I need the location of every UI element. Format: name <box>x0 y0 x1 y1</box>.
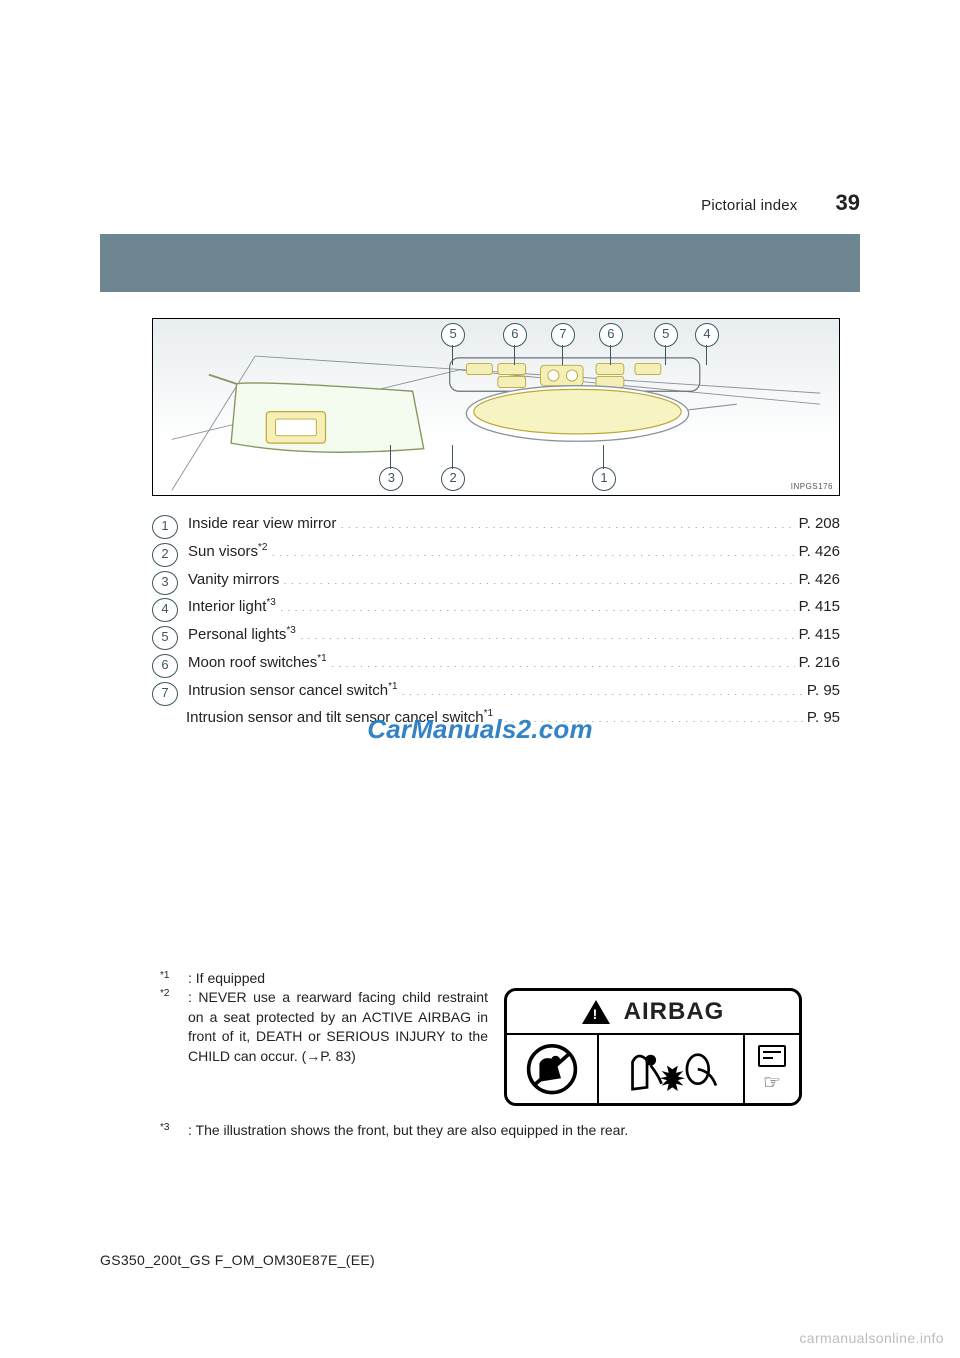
watermark-overlay: CarManuals2.com <box>367 714 593 745</box>
index-list: 1 Inside rear view mirror P. 208 2 Sun viso… <box>152 510 840 732</box>
index-page-ref: P. 95 <box>803 704 840 732</box>
page-number: 39 <box>836 190 860 216</box>
index-label: Moon roof switches*1 <box>188 649 327 677</box>
footnote-3-mark: *3 <box>160 1122 188 1138</box>
footnote-1-text: : If equipped <box>188 970 840 986</box>
index-page-ref: P. 95 <box>803 677 840 705</box>
ceiling-illustration: INPGS176 567654321 <box>152 318 840 496</box>
airbag-no-child-seat-icon <box>507 1035 599 1103</box>
index-page-ref: P. 426 <box>795 538 840 566</box>
index-label: Intrusion sensor cancel switch*1 <box>188 677 398 705</box>
footnotes: *1 : If equipped *2 : NEVER use a rearwa… <box>160 970 840 1140</box>
index-page-ref: P. 208 <box>795 510 840 538</box>
leader-dots <box>327 652 795 667</box>
page-header: Pictorial index 39 <box>0 190 960 216</box>
leader-dots <box>276 596 795 611</box>
site-watermark: carmanualsonline.info <box>799 1330 944 1346</box>
figure-code: INPGS176 <box>791 482 833 491</box>
leader-dots <box>336 513 794 528</box>
index-label: Inside rear view mirror <box>188 510 336 538</box>
index-row: 7 Intrusion sensor cancel switch*1 P. 95 <box>152 677 840 705</box>
index-row: 4 Interior light*3 P. 415 <box>152 593 840 621</box>
document-code: GS350_200t_GS F_OM_OM30E87E_(EE) <box>100 1252 375 1268</box>
airbag-deployment-icon <box>599 1035 743 1103</box>
leader-dots <box>279 569 794 584</box>
index-row: 2 Sun visors*2 P. 426 <box>152 538 840 566</box>
index-marker: 3 <box>152 571 178 595</box>
footnote-2-mark: *2 <box>160 988 188 1106</box>
callout-number: 6 <box>599 323 623 347</box>
index-page-ref: P. 426 <box>795 566 840 594</box>
manual-book-icon <box>758 1045 786 1067</box>
ceiling-svg <box>153 319 839 495</box>
index-label: Sun visors*2 <box>188 538 267 566</box>
footnote-3-text: : The illustration shows the front, but … <box>188 1122 840 1138</box>
index-marker: 2 <box>152 543 178 567</box>
callout-number: 1 <box>592 467 616 491</box>
pointing-hand-icon: ☞ <box>763 1073 781 1093</box>
airbag-label-text: AIRBAG <box>624 998 725 1026</box>
leader-dots <box>267 541 794 556</box>
callout-number: 6 <box>503 323 527 347</box>
callout-number: 2 <box>441 467 465 491</box>
index-label: Interior light*3 <box>188 593 276 621</box>
index-label: Personal lights*3 <box>188 621 296 649</box>
index-marker: 4 <box>152 598 178 622</box>
index-marker: 1 <box>152 515 178 539</box>
header-color-band <box>100 234 860 292</box>
index-page-ref: P. 216 <box>795 649 840 677</box>
leader-dots <box>296 624 795 639</box>
callout-number: 5 <box>654 323 678 347</box>
footnote-2-text: : NEVER use a rearward facing child rest… <box>188 988 488 1066</box>
index-row: 3 Vanity mirrors P. 426 <box>152 566 840 594</box>
warning-triangle-icon <box>582 1000 610 1024</box>
index-label: Vanity mirrors <box>188 566 279 594</box>
footnote-1-mark: *1 <box>160 970 188 986</box>
leader-dots <box>398 680 803 695</box>
index-marker: 5 <box>152 626 178 650</box>
callout-number: 4 <box>695 323 719 347</box>
callout-number: 7 <box>551 323 575 347</box>
index-marker: 6 <box>152 654 178 678</box>
index-page-ref: P. 415 <box>795 593 840 621</box>
callout-number: 5 <box>441 323 465 347</box>
index-page-ref: P. 415 <box>795 621 840 649</box>
section-title: Pictorial index <box>701 197 797 214</box>
airbag-warning-label: AIRBAG <box>504 988 802 1106</box>
index-row: 6 Moon roof switches*1 P. 216 <box>152 649 840 677</box>
index-row: 5 Personal lights*3 P. 415 <box>152 621 840 649</box>
index-marker: 7 <box>152 682 178 706</box>
index-row: 1 Inside rear view mirror P. 208 <box>152 510 840 538</box>
